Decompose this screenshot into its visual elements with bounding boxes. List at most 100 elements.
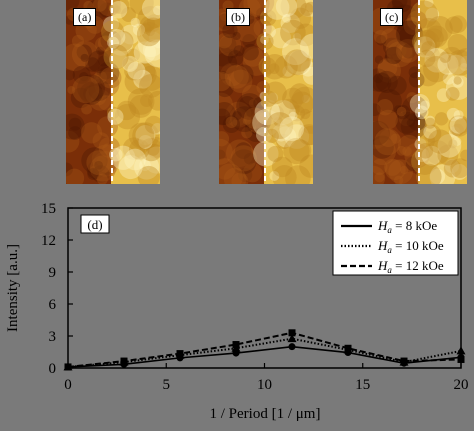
texture-blob bbox=[275, 0, 298, 17]
afm-image-b-texture bbox=[219, 0, 313, 184]
texture-blob bbox=[242, 47, 271, 76]
legend-label: Ha = 10 kOe bbox=[377, 238, 444, 255]
texture-blob bbox=[142, 38, 160, 61]
texture-blob bbox=[133, 69, 153, 89]
texture-blob bbox=[232, 111, 242, 121]
texture-blob bbox=[263, 81, 287, 105]
texture-blob bbox=[373, 120, 390, 146]
bright-region bbox=[264, 0, 313, 184]
texture-blob bbox=[265, 0, 290, 20]
texture-blob bbox=[453, 76, 462, 85]
texture-blob bbox=[219, 138, 233, 165]
texture-blob bbox=[300, 61, 313, 77]
y-tick-label: 0 bbox=[49, 361, 57, 377]
texture-blob bbox=[269, 171, 280, 181]
texture-blob bbox=[437, 133, 462, 158]
texture-blob bbox=[113, 30, 134, 52]
texture-blob bbox=[397, 134, 420, 157]
texture-blob bbox=[377, 89, 402, 114]
texture-blob bbox=[71, 40, 99, 68]
texture-blob bbox=[219, 158, 236, 180]
legend-item-2: Ha = 12 kOe bbox=[341, 258, 444, 275]
texture-blob bbox=[426, 16, 453, 43]
data-point bbox=[400, 357, 408, 365]
texture-blob bbox=[219, 71, 232, 92]
texture-blob bbox=[387, 75, 407, 96]
texture-blob bbox=[299, 154, 313, 178]
texture-blob bbox=[145, 26, 155, 37]
texture-blob bbox=[98, 95, 114, 111]
texture-blob bbox=[452, 76, 464, 88]
texture-blob bbox=[429, 168, 446, 184]
texture-blob bbox=[260, 90, 277, 107]
texture-blob bbox=[232, 31, 241, 41]
texture-blob bbox=[129, 139, 150, 160]
texture-blob bbox=[242, 116, 252, 125]
texture-blob bbox=[102, 143, 113, 154]
texture-blob bbox=[95, 36, 111, 53]
texture-blob bbox=[91, 90, 107, 106]
data-point bbox=[344, 344, 352, 352]
texture-blob bbox=[109, 1, 128, 19]
texture-blob bbox=[220, 62, 244, 87]
texture-blob bbox=[402, 146, 412, 156]
texture-blob bbox=[449, 15, 467, 33]
texture-blob bbox=[451, 123, 464, 137]
texture-blob bbox=[289, 7, 312, 29]
texture-blob bbox=[222, 115, 241, 133]
series-line bbox=[67, 337, 462, 368]
dark-region bbox=[373, 0, 418, 184]
texture-blob bbox=[268, 92, 279, 103]
texture-blob bbox=[374, 172, 385, 183]
texture-blob bbox=[86, 150, 112, 176]
texture-blob bbox=[227, 50, 244, 66]
texture-blob bbox=[385, 39, 407, 61]
texture-blob bbox=[94, 71, 120, 97]
texture-blob bbox=[423, 124, 442, 143]
texture-blob bbox=[434, 112, 449, 126]
data-point bbox=[288, 343, 296, 351]
texture-blob bbox=[447, 49, 467, 76]
texture-blob bbox=[101, 20, 125, 44]
texture-blob bbox=[219, 131, 230, 147]
texture-blob bbox=[132, 122, 160, 150]
texture-blob bbox=[453, 110, 464, 121]
texture-blob bbox=[146, 14, 160, 29]
texture-blob bbox=[437, 144, 459, 166]
texture-blob bbox=[377, 109, 398, 130]
texture-blob bbox=[66, 43, 89, 72]
texture-blob bbox=[242, 34, 256, 48]
texture-blob bbox=[424, 28, 444, 49]
texture-blob bbox=[135, 125, 156, 145]
texture-blob bbox=[219, 34, 242, 57]
data-point bbox=[232, 341, 240, 349]
texture-blob bbox=[241, 84, 263, 105]
series-2 bbox=[64, 329, 465, 371]
texture-blob bbox=[455, 48, 467, 69]
texture-blob bbox=[420, 29, 436, 46]
texture-blob bbox=[421, 41, 437, 56]
texture-blob bbox=[300, 126, 313, 146]
texture-blob bbox=[137, 165, 160, 184]
data-point bbox=[456, 346, 466, 355]
texture-blob bbox=[153, 5, 160, 16]
texture-blob bbox=[109, 31, 134, 56]
texture-blob bbox=[275, 126, 297, 148]
panel-label-b: (b) bbox=[226, 8, 250, 26]
texture-blob bbox=[98, 55, 110, 67]
texture-blob bbox=[425, 25, 448, 48]
afm-image-a-texture bbox=[66, 0, 160, 184]
texture-blob bbox=[147, 143, 160, 156]
texture-blob bbox=[122, 137, 146, 160]
texture-blob bbox=[282, 87, 304, 110]
texture-blob bbox=[404, 142, 430, 169]
texture-blob bbox=[256, 80, 271, 95]
texture-blob bbox=[130, 17, 140, 28]
texture-blob bbox=[224, 64, 249, 89]
texture-blob bbox=[106, 106, 120, 120]
texture-blob bbox=[98, 136, 120, 158]
texture-blob bbox=[409, 93, 430, 114]
texture-blob bbox=[81, 103, 92, 115]
texture-blob bbox=[417, 143, 434, 159]
